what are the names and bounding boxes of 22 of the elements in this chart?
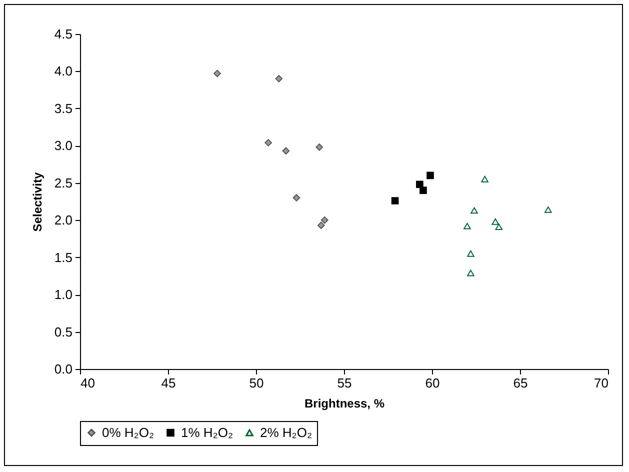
- x-axis-title: Brightness, %: [304, 396, 385, 410]
- y-tick-label: 1.0: [54, 287, 72, 302]
- legend-label: 2% H₂O₂: [260, 424, 312, 440]
- y-tick-label: 2.5: [54, 175, 72, 190]
- x-tick-label: 50: [249, 376, 264, 390]
- x-tick-label: 60: [425, 376, 440, 390]
- y-axis-title: Selectivity: [30, 172, 44, 232]
- y-tick-label: 2.0: [54, 212, 72, 228]
- x-tick-label: 40: [80, 376, 95, 390]
- y-tick-label: 0.0: [54, 362, 72, 376]
- x-tick-label: 55: [337, 376, 352, 390]
- y-tick-label: 4.0: [54, 64, 72, 79]
- legend-label: 1% H₂O₂: [181, 424, 233, 440]
- x-tick-label: 70: [594, 376, 608, 390]
- y-tick-label: 3.0: [54, 138, 72, 154]
- legend-label: 0% H₂O₂: [102, 424, 154, 440]
- y-tick-label: 3.5: [54, 100, 72, 116]
- y-tick-label: 4.5: [54, 26, 72, 42]
- y-tick-label: 0.5: [54, 324, 72, 340]
- x-tick-label: 45: [161, 376, 176, 390]
- y-tick-label: 1.5: [54, 250, 72, 265]
- x-tick-label: 65: [513, 376, 528, 390]
